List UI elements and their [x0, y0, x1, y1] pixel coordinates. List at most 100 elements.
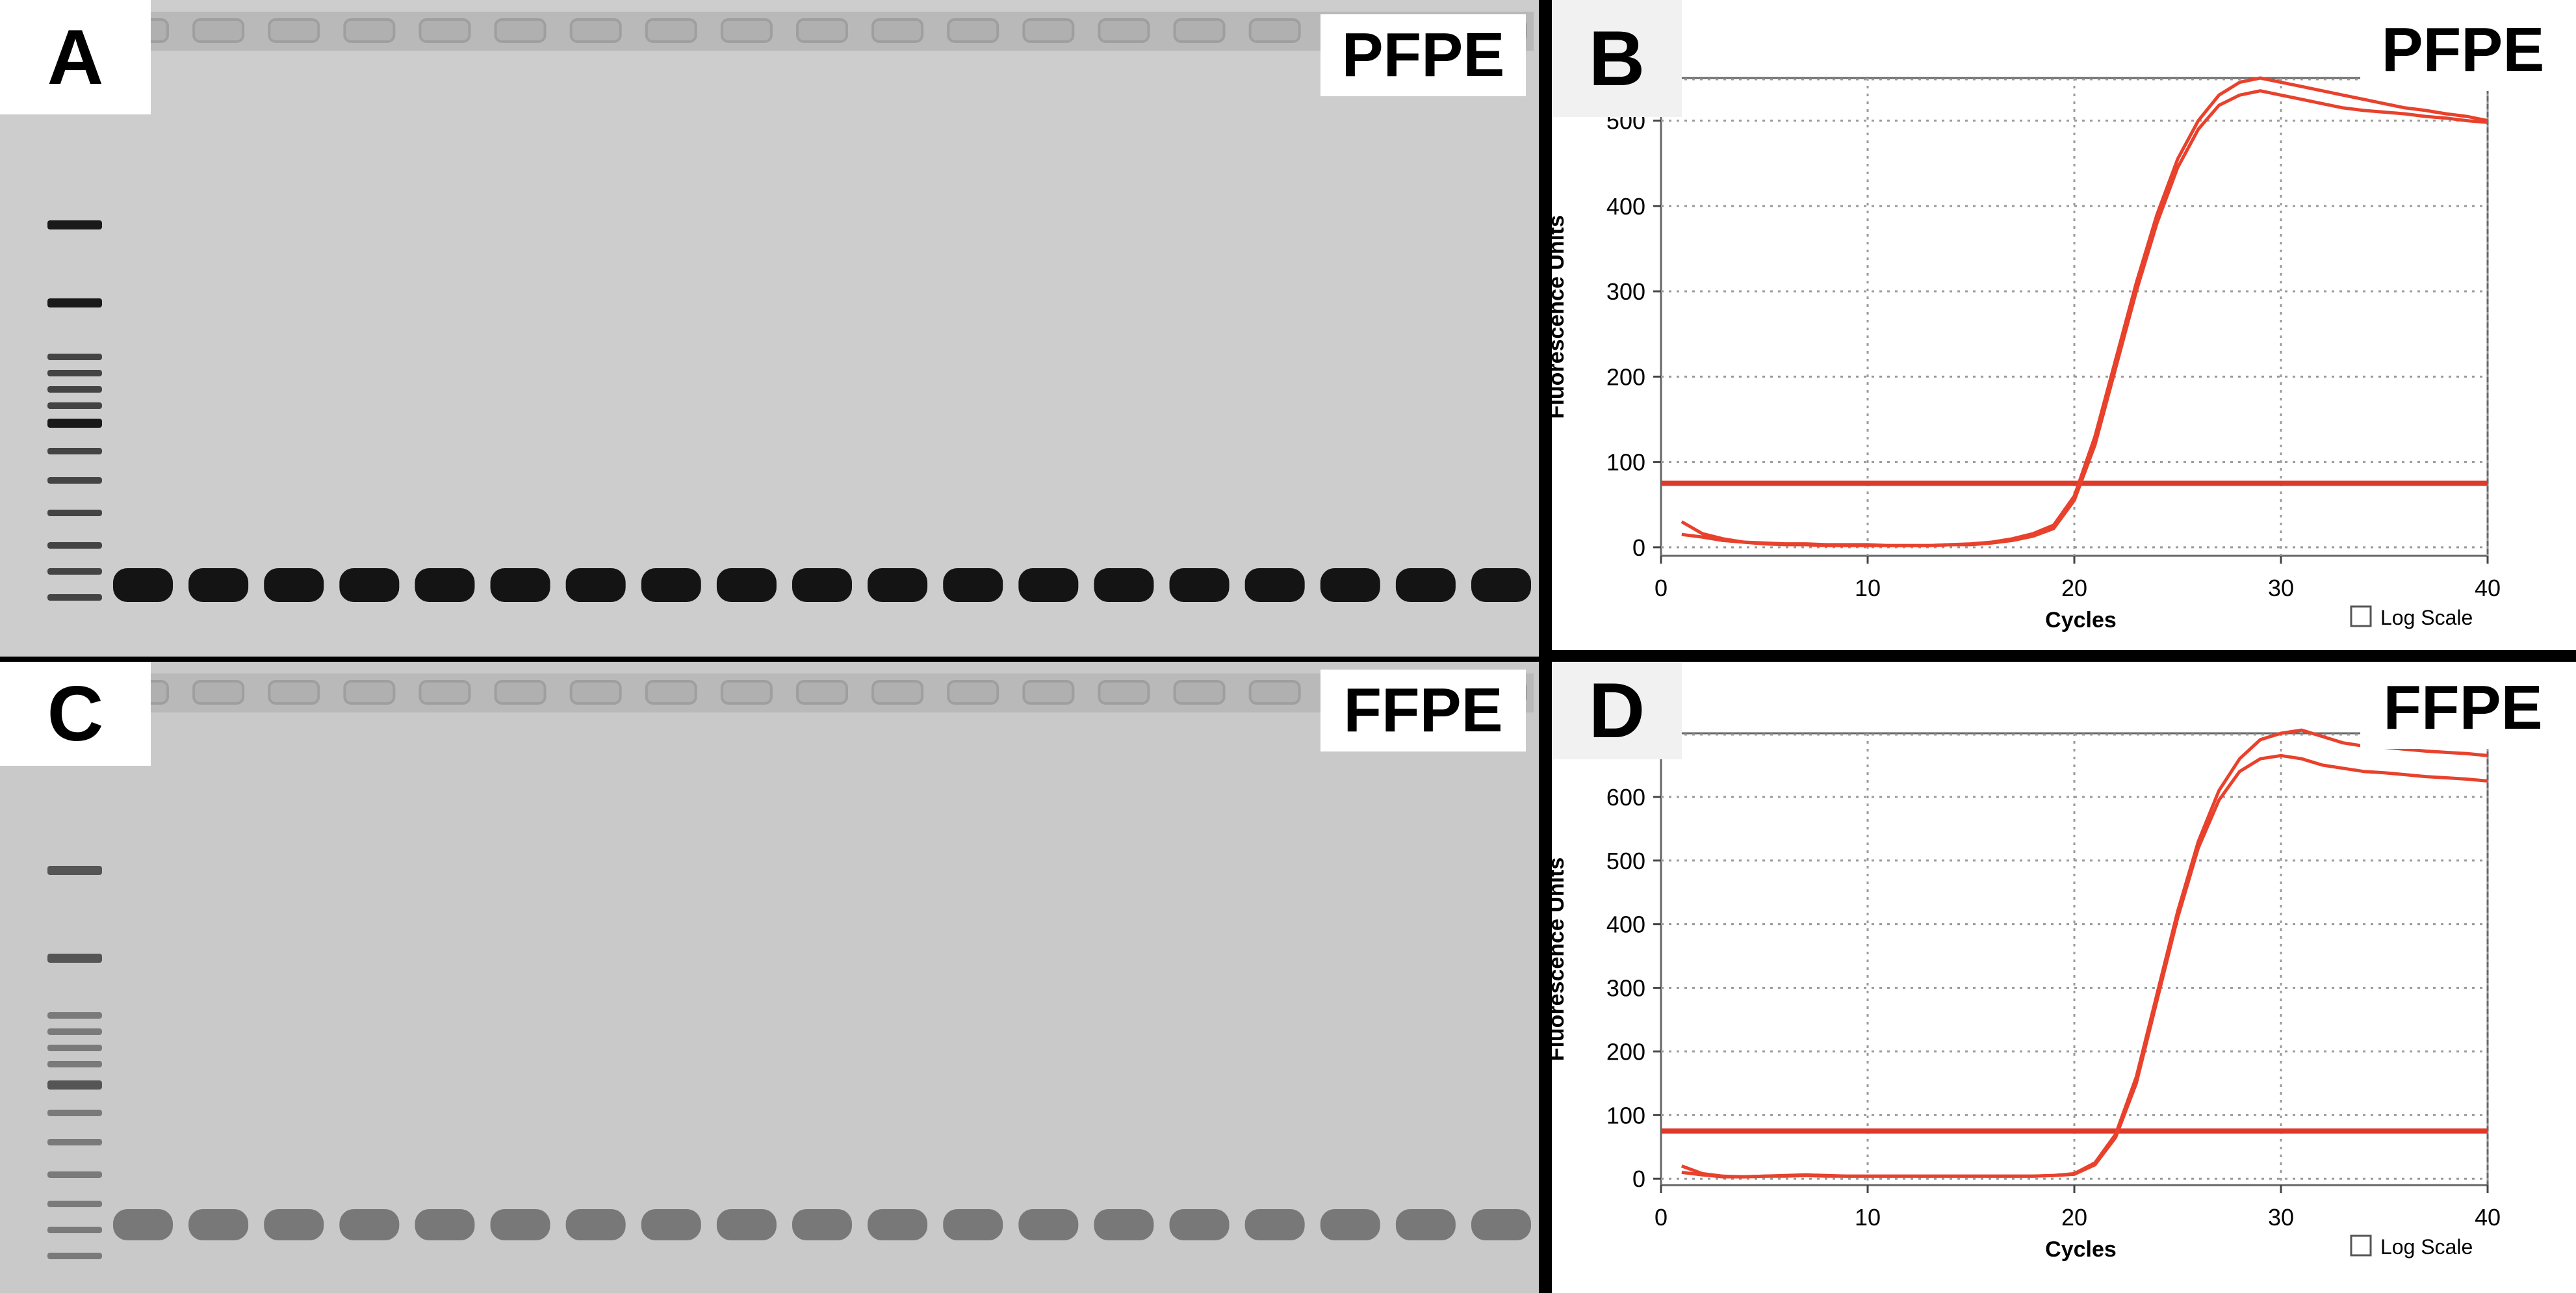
gel-band-c-15 [1169, 1209, 1230, 1240]
log-scale-label-d: Log Scale [2380, 1235, 2473, 1259]
x-tick-label-d-30: 30 [2268, 1204, 2294, 1231]
gel-band-c-14 [1094, 1209, 1154, 1240]
gel-well-c-8 [645, 680, 697, 705]
gel-band-a-14 [1094, 568, 1154, 602]
gel-well-c-5 [419, 680, 471, 705]
gel-band-c-10 [792, 1209, 852, 1240]
gel-well-a-14 [1098, 18, 1150, 43]
ladder-band-c-13 [47, 1253, 102, 1259]
ladder-band-a-9 [47, 477, 102, 484]
gel-band-c-3 [264, 1209, 324, 1240]
gel-well-c-9 [720, 680, 773, 705]
panel-tag-c: FFPE [1320, 670, 1526, 751]
gel-well-a-5 [419, 18, 471, 43]
gel-band-a-11 [868, 568, 928, 602]
gel-well-a-16 [1248, 18, 1301, 43]
x-tick-label-d-0: 0 [1655, 1204, 1668, 1231]
x-tick-label-d-20: 20 [2061, 1204, 2087, 1231]
x-tick-label-b-20: 20 [2061, 575, 2087, 601]
gel-well-a-2 [192, 18, 245, 43]
ladder-band-c-5 [47, 1045, 102, 1051]
y-tick-label-d-200: 200 [1606, 1038, 1645, 1065]
gel-panel-a: A PFPE [0, 0, 1539, 657]
ladder-band-c-3 [47, 1012, 102, 1019]
ladder-band-a-4 [47, 370, 102, 376]
y-axis-label-b: Fluorescence Units [1552, 215, 1569, 419]
gel-band-c-19 [1471, 1209, 1531, 1240]
x-tick-label-b-30: 30 [2268, 575, 2294, 601]
gel-well-a-9 [720, 18, 773, 43]
qpcr-chart-panel-d: 0 10 20 30 40 0 100 200 300 400 500 600 Fluorescence… [1552, 662, 2576, 1293]
gel-band-a-13 [1018, 568, 1079, 602]
ladder-band-c-1 [47, 866, 102, 875]
gel-well-a-11 [871, 18, 924, 43]
ladder-band-a-2 [47, 298, 102, 307]
gel-band-a-8 [641, 568, 701, 602]
gel-well-c-12 [947, 680, 999, 705]
y-tick-label-b-200: 200 [1606, 363, 1645, 390]
ladder-band-a-11 [47, 542, 102, 549]
gel-band-c-4 [339, 1209, 400, 1240]
x-tick-label-b-40: 40 [2475, 575, 2501, 601]
gel-band-c-17 [1320, 1209, 1380, 1240]
gel-well-c-7 [569, 680, 622, 705]
y-tick-label-d-0: 0 [1632, 1166, 1645, 1192]
gel-well-a-3 [268, 18, 320, 43]
gel-background [0, 0, 1539, 657]
y-tick-label-d-400: 400 [1606, 911, 1645, 938]
gel-well-a-6 [494, 18, 547, 43]
gel-band-a-7 [565, 568, 626, 602]
x-tick-label-b-0: 0 [1655, 575, 1668, 601]
gel-well-a-8 [645, 18, 697, 43]
x-tick-label-b-10: 10 [1855, 575, 1881, 601]
panel-tag-b: PFPE [2360, 9, 2566, 91]
gel-band-c-5 [415, 1209, 475, 1240]
gel-band-a-17 [1320, 568, 1380, 602]
ladder-band-c-2 [47, 954, 102, 963]
gel-band-c-16 [1244, 1209, 1305, 1240]
gel-band-a-16 [1244, 568, 1305, 602]
ladder-band-c-4 [47, 1028, 102, 1035]
gel-band-c-12 [943, 1209, 1003, 1240]
gel-band-a-3 [264, 568, 324, 602]
y-axis-label-d: Fluorescence Units [1552, 857, 1569, 1062]
gel-well-c-10 [796, 680, 848, 705]
gel-band-c-9 [716, 1209, 777, 1240]
ladder-band-c-9 [47, 1139, 102, 1145]
ladder-band-c-10 [47, 1171, 102, 1178]
y-tick-label-b-100: 100 [1606, 449, 1645, 476]
gel-well-c-15 [1173, 680, 1226, 705]
gel-background [0, 662, 1539, 1293]
gel-band-a-19 [1471, 568, 1531, 602]
gel-well-c-16 [1248, 680, 1301, 705]
panel-letter-c: C [0, 662, 151, 766]
ladder-band-a-5 [47, 386, 102, 393]
amplification-curve-b-2 [1681, 89, 2488, 547]
gel-band-a-6 [490, 568, 550, 602]
panel-letter-b: B [1552, 0, 1682, 117]
y-tick-label-b-400: 400 [1606, 193, 1645, 220]
x-axis-label-d: Cycles [2045, 1237, 2117, 1262]
ladder-band-c-8 [47, 1110, 102, 1116]
panel-tag-a: PFPE [1320, 14, 1526, 96]
gel-well-a-15 [1173, 18, 1226, 43]
ladder-band-a-1 [47, 220, 102, 229]
gel-well-a-7 [569, 18, 622, 43]
qpcr-chart-d: 0 10 20 30 400100200300400500600Fluorescence… [1552, 728, 2501, 1262]
ladder-band-a-10 [47, 510, 102, 516]
ladder-band-a-6 [47, 402, 102, 409]
gel-well-c-2 [192, 680, 245, 705]
gel-band-c-1 [113, 1209, 173, 1240]
gel-band-c-6 [490, 1209, 550, 1240]
gel-well-a-4 [343, 18, 396, 43]
gel-band-a-18 [1395, 568, 1456, 602]
y-tick-label-b-0: 0 [1632, 534, 1645, 561]
log-scale-checkbox-d[interactable] [2350, 1234, 2372, 1257]
ladder-band-c-11 [47, 1201, 102, 1207]
log-scale-checkbox-b[interactable] [2350, 605, 2372, 627]
gel-band-c-2 [188, 1209, 249, 1240]
gel-panel-c: C FFPE [0, 662, 1539, 1293]
gel-band-a-1 [113, 568, 173, 602]
gel-well-c-11 [871, 680, 924, 705]
gel-band-a-5 [415, 568, 475, 602]
